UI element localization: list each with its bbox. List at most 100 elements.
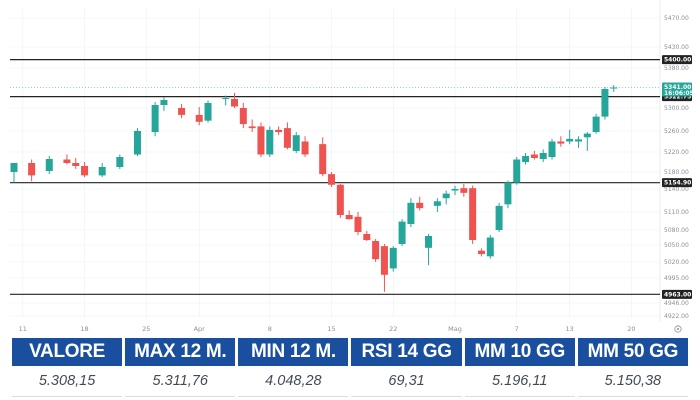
level-tag-label: 4963.00: [664, 291, 691, 298]
level-tag-label: 5400.00: [664, 57, 691, 64]
stat-rsi-14: RSI 14 GG 69,31: [351, 338, 462, 400]
candle-up: [442, 193, 450, 199]
candle-down: [195, 114, 203, 122]
x-tick-label: 11: [19, 325, 27, 333]
candle-up: [151, 105, 159, 133]
settings-icon[interactable]: [674, 325, 682, 333]
y-tick-label: 5300.00: [664, 105, 689, 112]
candle-down: [231, 99, 238, 107]
stat-header: VALORE: [12, 338, 123, 366]
stat-value: 4.048,28: [238, 366, 349, 397]
last-price-label: 5341.00: [664, 84, 691, 91]
candle-up: [539, 153, 547, 159]
stat-header: RSI 14 GG: [351, 338, 462, 366]
y-tick-label: 5020.00: [664, 259, 689, 266]
last-price-countdown: 16:06:05: [664, 90, 694, 97]
level-tag-label: 5154.90: [664, 180, 691, 187]
candle-up: [601, 89, 609, 117]
candlestick-chart: 5470.00 5430.00 5380.00 5300.00 5260.00 5220.…: [10, 0, 694, 333]
stat-mm-10: MM 10 GG 5.196,11: [464, 338, 575, 400]
candle-down: [380, 246, 388, 275]
candle-down: [328, 174, 336, 185]
candle-down: [354, 216, 362, 232]
stat-mm-50: MM 50 GG 5.150,38: [577, 338, 688, 400]
candle-down: [557, 141, 565, 144]
candle-up: [10, 163, 18, 172]
candle-down: [239, 108, 247, 125]
candle-down: [301, 141, 309, 155]
candle-down: [469, 188, 477, 240]
candle-down: [72, 163, 80, 166]
level-tag: [662, 55, 692, 65]
x-tick-label: 22: [389, 325, 397, 333]
x-tick-label: 18: [80, 325, 88, 333]
candle-up: [566, 138, 574, 142]
candle-up: [407, 202, 415, 224]
candle-down: [477, 250, 485, 255]
candle-up: [574, 139, 582, 142]
candle-down: [416, 202, 424, 209]
stat-header: MIN 12 M.: [238, 338, 349, 366]
y-tick-label: 5260.00: [664, 128, 689, 135]
x-tick-label: 15: [327, 325, 335, 333]
candle-up: [98, 167, 106, 176]
candle-up: [45, 159, 53, 171]
candle-down: [283, 128, 291, 148]
x-tick-label: Mag: [448, 325, 462, 333]
candle-up: [222, 98, 230, 99]
price-tags: 5400.00 5322.75 5154.90 4963.00 5341.0016:06…: [662, 55, 694, 299]
y-tick-label: 5430.00: [664, 44, 689, 51]
stat-value: 5.150,38: [577, 366, 688, 397]
y-axis: 5470.00 5430.00 5380.00 5300.00 5260.00 5220.…: [664, 15, 689, 320]
y-tick-label: 5080.00: [664, 227, 689, 234]
stat-value: 5.308,15: [12, 366, 123, 397]
y-tick-label: 5220.00: [664, 149, 689, 156]
candle-down: [178, 108, 186, 115]
candle-down: [28, 163, 36, 176]
candle-down: [81, 166, 89, 176]
candle-down: [530, 154, 538, 158]
stat-header: MM 10 GG: [464, 338, 575, 366]
stat-value: 5.311,76: [125, 366, 236, 397]
y-tick-label: 5110.00: [664, 209, 689, 216]
x-tick-label: Apr: [194, 325, 206, 333]
candle-up: [133, 131, 141, 155]
candle-up: [548, 141, 556, 157]
candle-down: [460, 188, 468, 193]
stat-value: 5.196,11: [464, 366, 575, 397]
stat-max-12m: MAX 12 M. 5.311,76: [125, 338, 236, 400]
candle-up: [398, 221, 406, 244]
candle-up: [610, 87, 618, 89]
x-tick-label: 7: [515, 325, 519, 333]
stat-valore: VALORE 5.308,15: [12, 338, 123, 400]
candles: [10, 85, 618, 292]
candle-up: [486, 237, 494, 257]
y-tick-label: 5050.00: [664, 242, 689, 249]
candle-up: [292, 135, 300, 151]
candle-down: [63, 159, 71, 163]
candle-up: [266, 129, 274, 155]
candle-up: [495, 205, 503, 230]
candle-down: [257, 126, 265, 155]
candle-up: [513, 159, 521, 183]
candle-down: [336, 184, 344, 215]
level-tag: [662, 289, 692, 299]
x-tick-label: 25: [142, 325, 150, 333]
candle-down: [275, 129, 283, 133]
last-price-tag: [662, 82, 692, 97]
candle-up: [116, 157, 124, 167]
candle-down: [248, 126, 256, 129]
stats-table: VALORE 5.308,15 MAX 12 M. 5.311,76 MIN 1…: [12, 338, 688, 400]
stat-header: MM 50 GG: [577, 338, 688, 366]
candle-up: [433, 201, 441, 206]
y-tick-label: 5380.00: [664, 65, 689, 72]
candle-up: [583, 133, 591, 138]
y-tick-label: 5140.00: [664, 186, 689, 193]
y-tick-label: 4995.00: [664, 275, 689, 282]
x-tick-label: 8: [268, 325, 272, 333]
level-tag: [662, 178, 692, 188]
candle-up: [425, 236, 433, 248]
candle-down: [372, 241, 380, 260]
grid-layer: [10, 0, 661, 322]
candle-up: [504, 182, 512, 205]
